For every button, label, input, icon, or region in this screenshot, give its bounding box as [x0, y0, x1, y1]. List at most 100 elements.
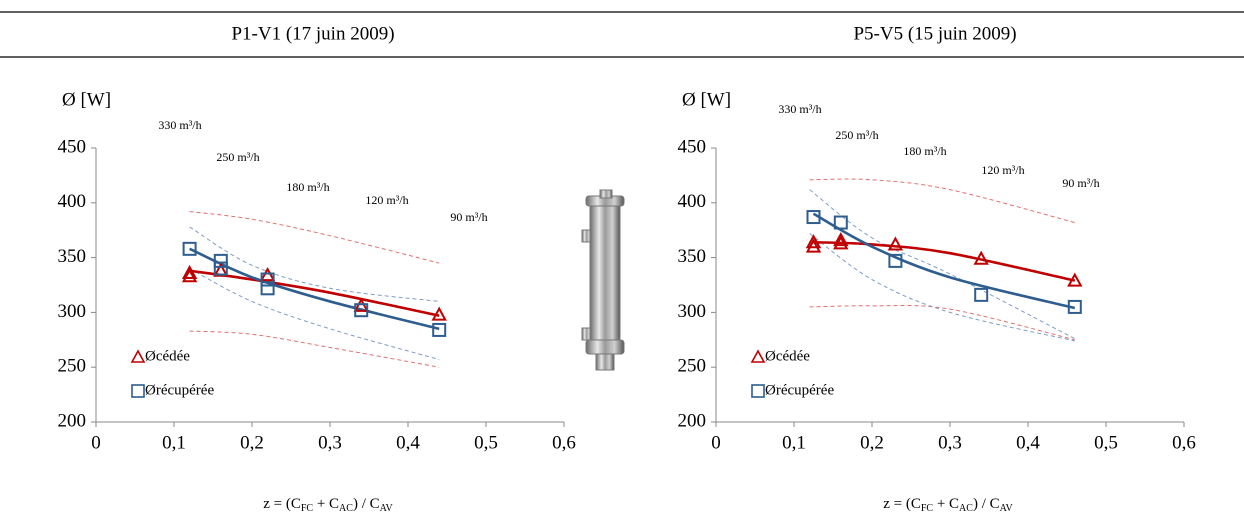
x-tick-label: 0,5 — [1094, 432, 1118, 453]
triangle-marker — [1067, 272, 1083, 287]
y-tick-label: 300 — [678, 301, 707, 322]
legend-label: Ørécupérée — [765, 382, 834, 398]
y-tick-label: 450 — [58, 136, 87, 157]
y-axis-title: Ø [W] — [682, 89, 731, 110]
x-axis-title-part: AC — [339, 503, 353, 514]
x-axis-title-part: + C — [933, 496, 959, 512]
square-marker — [806, 210, 821, 225]
x-axis-title-part: AC — [959, 503, 973, 514]
y-tick-label: 250 — [58, 356, 87, 377]
flow-annotation: 120 m³/h — [981, 163, 1024, 177]
x-axis-title-part: FC — [921, 503, 934, 514]
flow-annotation: 120 m³/h — [365, 193, 408, 207]
legend-label: Øcédée — [145, 348, 190, 364]
y-tick-label: 350 — [678, 246, 707, 267]
square-marker — [213, 261, 228, 276]
x-axis-title: z = (CFC + CAC) / CAV — [263, 496, 393, 514]
legend-marker — [750, 349, 766, 363]
square-marker — [354, 303, 369, 318]
x-tick-label: 0,3 — [938, 432, 962, 453]
flow-annotation: 180 m³/h — [286, 180, 329, 194]
limit-curve — [809, 178, 1075, 224]
legend-swatch — [750, 349, 766, 363]
limit-curve — [809, 233, 1075, 342]
flow-annotation: 250 m³/h — [835, 128, 878, 142]
x-tick-label: 0,6 — [552, 432, 576, 453]
x-tick-label: 0,1 — [162, 432, 186, 453]
limit-curve — [809, 304, 1075, 341]
y-tick-label: 300 — [58, 301, 87, 322]
legend-swatch — [130, 349, 146, 363]
triangle-marker — [833, 235, 849, 250]
legend-swatch — [131, 384, 145, 398]
y-tick-label: 200 — [58, 410, 87, 431]
limit-curve — [189, 268, 440, 361]
y-tick-label: 200 — [678, 410, 707, 431]
triangle-marker — [833, 231, 849, 247]
x-axis-title: z = (CFC + CAC) / CAV — [883, 496, 1013, 514]
square-marker — [213, 253, 228, 268]
square-marker — [974, 287, 989, 302]
chart: P5-V5 (15 juin 2009) Ø [W] z = (CFC + CAC)… — [678, 23, 1196, 514]
y-tick-label: 350 — [58, 246, 87, 267]
flow-annotation: 90 m³/h — [1062, 176, 1099, 190]
limit-curve — [189, 330, 440, 368]
square-marker — [833, 215, 848, 230]
triangle-marker — [805, 238, 822, 253]
x-axis-title-part: + C — [313, 496, 339, 512]
triangle-marker — [973, 250, 989, 265]
flow-annotation: 250 m³/h — [216, 150, 259, 164]
flow-annotation: 330 m³/h — [158, 118, 201, 132]
y-tick-label: 400 — [678, 191, 707, 212]
legend-marker — [751, 384, 765, 398]
triangle-marker — [805, 234, 822, 249]
legend-label: Øcédée — [765, 348, 810, 364]
flow-annotation: 330 m³/h — [778, 102, 821, 116]
product-image — [581, 189, 625, 371]
trend-line — [189, 269, 440, 317]
x-tick-label: 0,1 — [782, 432, 806, 453]
legend-swatch — [751, 384, 765, 398]
square-marker — [432, 322, 447, 337]
triangle-marker — [181, 268, 198, 283]
x-tick-label: 0,5 — [474, 432, 498, 453]
x-axis-title-part: ) / C — [973, 496, 1000, 512]
x-tick-label: 0,2 — [240, 432, 264, 453]
x-axis-title-part: ) / C — [353, 496, 380, 512]
x-tick-label: 0,3 — [318, 432, 342, 453]
square-marker — [888, 253, 903, 268]
chart-title: P1-V1 (17 juin 2009) — [231, 23, 394, 44]
square-marker — [260, 281, 275, 296]
square-marker — [1067, 299, 1082, 314]
limit-curve — [189, 211, 440, 264]
y-tick-label: 400 — [58, 191, 87, 212]
y-tick-label: 250 — [678, 356, 707, 377]
x-axis-title-part: z = (C — [883, 496, 921, 512]
triangle-marker — [431, 306, 447, 321]
flow-annotation: 180 m³/h — [903, 144, 946, 158]
y-tick-label: 450 — [678, 136, 707, 157]
y-axis-title: Ø [W] — [62, 89, 111, 110]
legend-marker — [131, 384, 145, 398]
x-tick-label: 0,6 — [1172, 432, 1196, 453]
legend-label: Ørécupérée — [145, 382, 214, 398]
x-axis-title-part: z = (C — [263, 496, 301, 512]
chart-title: P5-V5 (15 juin 2009) — [853, 23, 1016, 44]
chart: P1-V1 (17 juin 2009) Ø [W] z = (CFC + CAC)… — [58, 23, 576, 514]
triangle-marker — [353, 297, 369, 312]
triangle-marker — [213, 262, 229, 277]
triangle-marker — [181, 264, 198, 279]
square-marker — [260, 272, 275, 287]
x-tick-label: 0,4 — [1016, 432, 1040, 453]
x-tick-label: 0 — [711, 432, 721, 453]
triangle-marker — [259, 267, 276, 282]
x-tick-label: 0 — [91, 432, 101, 453]
trend-line — [812, 212, 1076, 310]
x-axis-title-part: AV — [1000, 503, 1014, 514]
triangle-marker — [887, 236, 904, 251]
x-axis-title-part: FC — [301, 503, 314, 514]
square-marker — [182, 241, 197, 256]
x-tick-label: 0,4 — [396, 432, 420, 453]
limit-curve — [189, 226, 440, 302]
